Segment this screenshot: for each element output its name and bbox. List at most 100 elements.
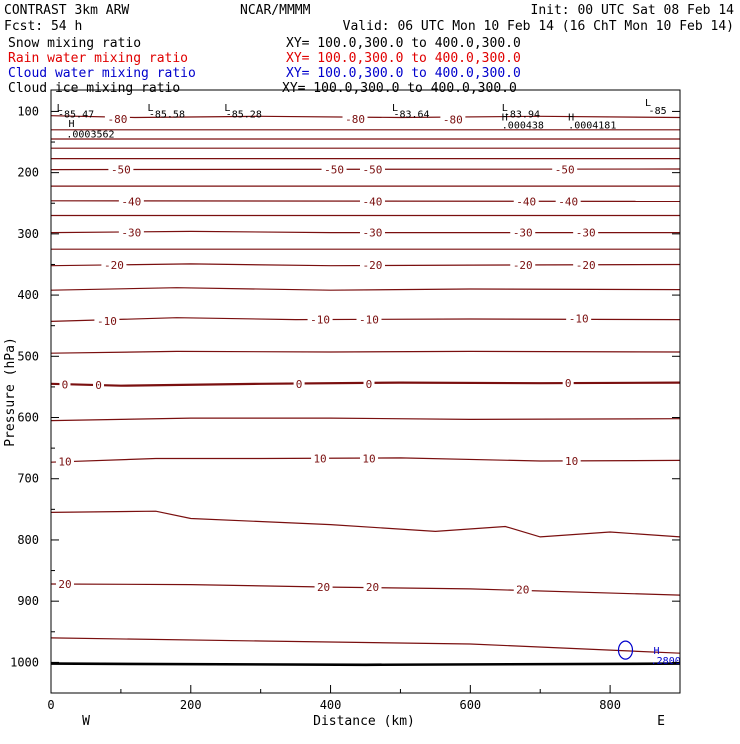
contour-label-bg	[513, 583, 532, 596]
contour-label: -80	[345, 113, 365, 126]
y-tick-label: 100	[17, 104, 39, 118]
x-tick-label: 800	[599, 698, 621, 712]
contour-label: -30	[576, 227, 596, 240]
contour-labels: -80 -80 -80 -50 -50 -50 -50 -40 -40 -40 -40 -30 -30 -…	[55, 112, 599, 597]
y-tick-label: 500	[17, 349, 39, 363]
x-end-label-east: E	[657, 714, 665, 729]
plot-frame	[50, 89, 681, 694]
contour-label-bg	[510, 259, 536, 272]
extremum-label: L	[392, 103, 398, 114]
contour-line-30	[50, 662, 681, 667]
extremum-label: -85.28	[226, 109, 262, 120]
extremum-label: .000438	[502, 120, 544, 131]
field-legend: Snow mixing ratio XY= 100.0,300.0 to 400…	[8, 36, 521, 96]
y-tick-label: 800	[17, 533, 39, 547]
contour-label: 0	[62, 378, 69, 391]
contour-label: -30	[121, 227, 141, 240]
y-axis-label: Pressure (hPa)	[3, 337, 18, 447]
extrema-labels: L-85.47H.0003562L-85.58L-85.28L-83.64LH-…	[57, 98, 667, 140]
extremum-label: -85.47	[58, 109, 94, 120]
x-tick-label: 400	[320, 698, 342, 712]
contour-label: -80	[443, 113, 463, 126]
contour-line-neg5	[50, 350, 681, 354]
contour-label-bg	[513, 195, 539, 208]
x-axis-label: Distance (km)	[313, 714, 415, 729]
contour-label: -20	[104, 259, 124, 272]
valid-time: Valid: 06 UTC Mon 10 Feb 14 (16 ChT Mon …	[343, 19, 734, 34]
contour-label: -10	[310, 314, 330, 327]
contour-line-5	[50, 417, 681, 422]
contour-label: 0	[296, 378, 303, 391]
contour-label-bg	[59, 378, 71, 391]
contour-label: -30	[513, 227, 533, 240]
contour-label-bg	[573, 259, 599, 272]
x-tick-label: 200	[180, 698, 202, 712]
legend-rain-name: Rain water mixing ratio	[8, 51, 188, 66]
contour-label-bg	[573, 226, 599, 239]
y-tick-label: 1000	[10, 655, 39, 669]
contour-label-bg	[363, 377, 375, 390]
legend-cloud-ice-name: Cloud ice mixing ratio	[8, 81, 180, 96]
contour-label-bg	[307, 313, 333, 326]
contour-label: -80	[107, 113, 127, 126]
extremum-label: -85.58	[149, 109, 185, 120]
legend-snow-name: Snow mixing ratio	[8, 36, 141, 51]
figure-header: CONTRAST 3km ARW NCAR/MMMM Init: 00 UTC …	[4, 3, 734, 34]
extremum-label: L	[57, 103, 63, 114]
y-tick-label: 200	[17, 166, 39, 180]
extremum-label: L	[645, 98, 651, 109]
contour-line-neg10	[50, 317, 681, 322]
contour-label-bg	[566, 312, 592, 325]
contour-label: -50	[363, 164, 383, 177]
contour-label: 10	[565, 455, 578, 468]
contour-label-bg	[101, 259, 127, 272]
contour-label-bg	[93, 379, 105, 392]
contour-label: -10	[97, 315, 117, 328]
contour-label: -10	[359, 314, 379, 327]
contour-label-bg	[94, 314, 120, 327]
contour-label-bg	[510, 226, 536, 239]
contour-label-bg	[562, 377, 574, 390]
contour-label-bg	[342, 112, 368, 125]
cloud-water-contour	[617, 640, 634, 660]
contour-label: -40	[558, 195, 578, 208]
contour-label: -20	[363, 259, 383, 272]
legend-cloud-ice-xy: XY= 100.0,300.0 to 400.0,300.0	[282, 81, 517, 96]
extremum-label: .0004181	[568, 120, 616, 131]
contour-label: 10	[313, 453, 326, 466]
cloud-water-label: H	[653, 646, 659, 657]
extremum-label: H	[68, 119, 74, 130]
contour-label-bg	[363, 581, 382, 594]
x-end-label-west: W	[82, 714, 90, 729]
contour-label: 10	[362, 453, 375, 466]
extremum-label: L	[502, 103, 508, 114]
contour-label-bg	[118, 195, 144, 208]
contour-label: 10	[58, 456, 71, 469]
contour-label: -50	[555, 164, 575, 177]
contour-label-bg	[55, 455, 74, 468]
extremum-label: H	[502, 112, 508, 123]
legend-cloud-water-xy: XY= 100.0,300.0 to 400.0,300.0	[286, 66, 521, 81]
contour-label: -20	[513, 259, 533, 272]
extremum-label: L	[224, 103, 230, 114]
contour-label-bg	[311, 452, 330, 465]
extremum-label: -85	[649, 106, 667, 117]
cloud-water-label: .2800	[651, 656, 681, 667]
contour-label-bg	[55, 578, 74, 591]
organization-label: NCAR/MMMM	[240, 3, 311, 18]
y-tick-label: 900	[17, 594, 39, 608]
init-time: Init: 00 UTC Sat 08 Feb 14	[531, 3, 735, 18]
contour-line-25	[50, 637, 681, 654]
contour-label-bg	[359, 452, 378, 465]
y-tick-label: 700	[17, 472, 39, 486]
contour-label: -30	[363, 227, 383, 240]
contour-label-bg	[440, 113, 466, 126]
extremum-label: -83.64	[393, 109, 429, 120]
contour-label: 20	[58, 578, 71, 591]
extremum-label: H	[568, 112, 574, 123]
contour-label: -40	[121, 195, 141, 208]
contour-label: 0	[565, 377, 572, 390]
